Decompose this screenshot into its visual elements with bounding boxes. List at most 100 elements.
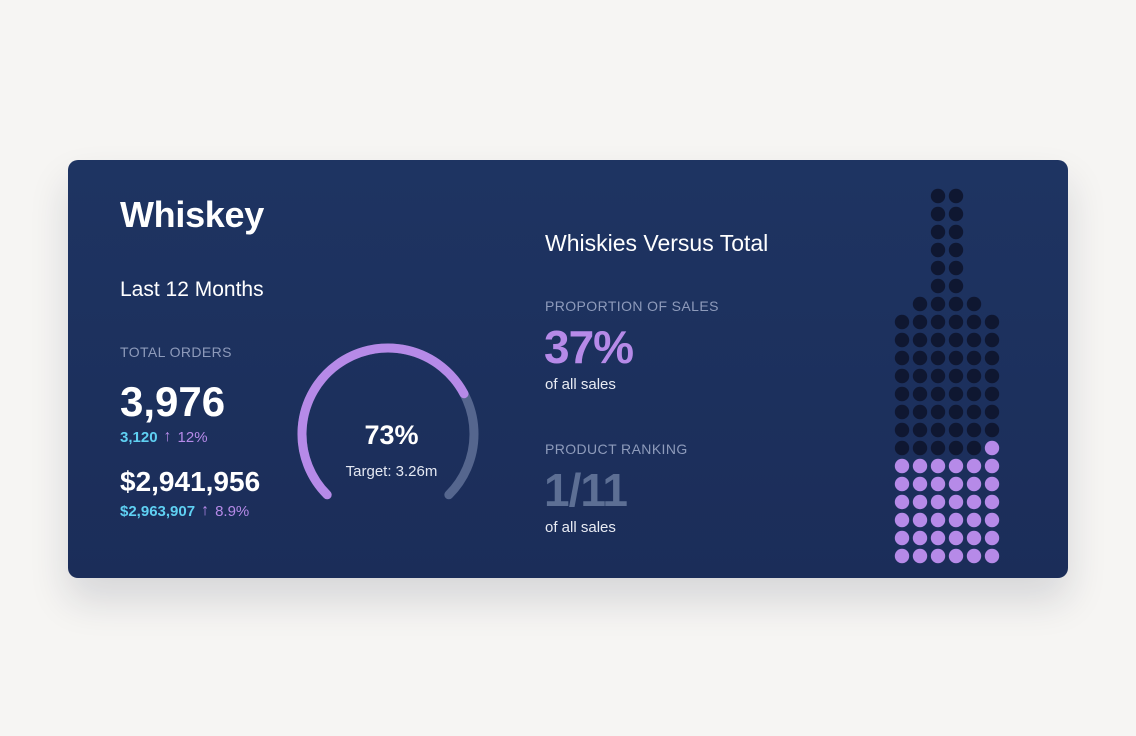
bottle-dot-empty xyxy=(930,224,946,240)
bottle-dot-empty xyxy=(966,332,982,348)
gauge-percent: 73% xyxy=(364,420,419,450)
revenue-change: 8.9% xyxy=(215,502,250,520)
period-label: Last 12 Months xyxy=(120,278,264,301)
bottle-dot-empty xyxy=(948,206,964,222)
bottle-dot-empty xyxy=(930,332,946,348)
bottle-dot-empty xyxy=(894,440,910,456)
bottle-dot-filled xyxy=(912,476,928,492)
bottle-dot-empty xyxy=(912,440,928,456)
bottle-dot-empty xyxy=(948,350,964,366)
bottle-dot-filled xyxy=(966,494,982,510)
bottle-dot-filled xyxy=(912,458,928,474)
bottle-dot-empty xyxy=(894,386,910,402)
proportion-label: PROPORTION OF SALES xyxy=(545,298,719,314)
bottle-dot-empty xyxy=(984,368,1000,384)
bottle-dot-empty xyxy=(966,422,982,438)
bottle-dot-empty xyxy=(894,404,910,420)
bottle-dot-filled xyxy=(894,512,910,528)
bottle-dot-filled xyxy=(984,458,1000,474)
bottle-dot-empty xyxy=(894,350,910,366)
bottle-dot-empty xyxy=(948,242,964,258)
bottle-dot-filled xyxy=(930,512,946,528)
bottle-dot-empty xyxy=(966,386,982,402)
arrow-up-icon: ↑ xyxy=(163,428,172,445)
bottle-dot-filled xyxy=(930,530,946,546)
orders-comparison: 3,120 ↑ 12% xyxy=(120,428,208,446)
bottle-dot-empty xyxy=(948,224,964,240)
revenue-previous: $2,963,907 xyxy=(120,502,196,520)
bottle-dot-empty xyxy=(966,440,982,456)
bottle-dot-filled xyxy=(948,494,964,510)
bottle-dot-filled xyxy=(894,476,910,492)
bottle-dot-empty xyxy=(966,368,982,384)
bottle-dot-empty xyxy=(948,422,964,438)
bottle-dot-filled xyxy=(948,476,964,492)
bottle-dot-empty xyxy=(948,314,964,330)
bottle-dot-empty xyxy=(912,422,928,438)
bottle-dot-empty xyxy=(930,440,946,456)
total-orders-value: 3,976 xyxy=(120,378,226,425)
bottle-dot-filled xyxy=(930,476,946,492)
bottle-dot-empty xyxy=(894,422,910,438)
bottle-dot-empty xyxy=(912,314,928,330)
bottle-dot-filled xyxy=(966,548,982,564)
total-orders-label: TOTAL ORDERS xyxy=(120,344,232,360)
bottle-dot-filled xyxy=(912,548,928,564)
bottle-dot-empty xyxy=(966,296,982,312)
ranking-value: 1/11 xyxy=(544,464,628,516)
comparison-title: Whiskies Versus Total xyxy=(545,230,769,256)
ranking-label: PRODUCT RANKING xyxy=(545,441,688,457)
bottle-dot-empty xyxy=(930,278,946,294)
bottle-dot-filled xyxy=(948,548,964,564)
revenue-comparison: $2,963,907 ↑ 8.9% xyxy=(120,502,249,520)
bottle-dot-filled xyxy=(984,476,1000,492)
bottle-dot-empty xyxy=(984,314,1000,330)
bottle-dot-filled xyxy=(966,458,982,474)
bottle-dot-filled xyxy=(894,530,910,546)
bottle-dot-filled xyxy=(984,440,1000,456)
bottle-dot-filled xyxy=(894,458,910,474)
bottle-dot-empty xyxy=(984,350,1000,366)
bottle-dot-empty xyxy=(984,386,1000,402)
bottle-dot-filled xyxy=(894,548,910,564)
bottle-dot-filled xyxy=(984,548,1000,564)
bottle-dot-empty xyxy=(930,350,946,366)
bottle-dot-filled xyxy=(966,476,982,492)
bottle-dot-empty xyxy=(948,260,964,276)
target-gauge xyxy=(297,343,479,500)
bottle-dot-filled xyxy=(984,512,1000,528)
bottle-dot-empty xyxy=(948,368,964,384)
gauge-progress xyxy=(297,343,469,500)
bottle-dot-empty xyxy=(984,332,1000,348)
bottle-dot-empty xyxy=(930,422,946,438)
bottle-dot-empty xyxy=(948,278,964,294)
bottle-dot-empty xyxy=(930,404,946,420)
bottle-dot-empty xyxy=(984,422,1000,438)
bottle-dot-empty xyxy=(948,440,964,456)
bottle-dot-empty xyxy=(930,260,946,276)
bottle-dot-empty xyxy=(930,368,946,384)
bottle-dot-empty xyxy=(912,404,928,420)
bottle-dot-empty xyxy=(912,386,928,402)
bottle-dot-empty xyxy=(948,296,964,312)
bottle-dot-filled xyxy=(948,512,964,528)
orders-previous: 3,120 xyxy=(120,428,158,446)
bottle-dot-filled xyxy=(930,494,946,510)
bottle-dot-empty xyxy=(930,242,946,258)
bottle-dot-filled xyxy=(948,458,964,474)
gauge-target: Target: 3.26m xyxy=(345,463,438,480)
bottle-dot-empty xyxy=(930,188,946,204)
card-title: Whiskey xyxy=(120,194,264,235)
bottle-dot-filled xyxy=(984,494,1000,510)
revenue-value: $2,941,956 xyxy=(120,466,261,497)
bottle-dot-empty xyxy=(966,314,982,330)
bottle-dot-empty xyxy=(966,404,982,420)
bottle-dot-filled xyxy=(912,494,928,510)
bottle-dot-empty xyxy=(930,296,946,312)
bottle-dot-empty xyxy=(894,314,910,330)
bottle-dot-empty xyxy=(930,314,946,330)
ranking-caption: of all sales xyxy=(545,519,616,536)
bottle-dot-filled xyxy=(930,548,946,564)
bottle-dot-filled xyxy=(966,512,982,528)
bottle-dot-empty xyxy=(894,368,910,384)
